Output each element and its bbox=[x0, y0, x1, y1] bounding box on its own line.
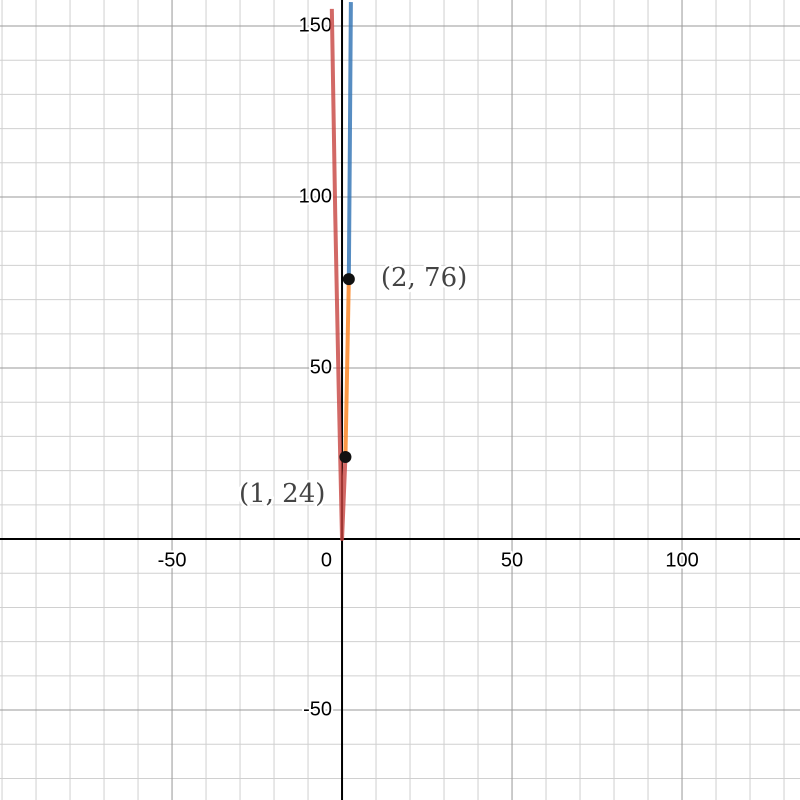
curve bbox=[329, 8, 348, 542]
point bbox=[342, 273, 355, 286]
x-tick-label: 0 bbox=[321, 549, 332, 571]
point-label: (1, 24) bbox=[239, 479, 325, 509]
x-tick-label: 100 bbox=[665, 549, 698, 571]
x-tick-label: 50 bbox=[501, 549, 523, 571]
point-label: (2, 76) bbox=[381, 263, 467, 293]
curve bbox=[346, 2, 353, 280]
point bbox=[339, 450, 352, 463]
curve bbox=[343, 279, 351, 457]
x-tick-label: -50 bbox=[158, 549, 187, 571]
y-tick-label: 100 bbox=[299, 185, 332, 207]
y-tick-label: -50 bbox=[303, 698, 332, 720]
y-tick-label: 150 bbox=[299, 14, 332, 36]
y-tick-label: 50 bbox=[310, 356, 332, 378]
